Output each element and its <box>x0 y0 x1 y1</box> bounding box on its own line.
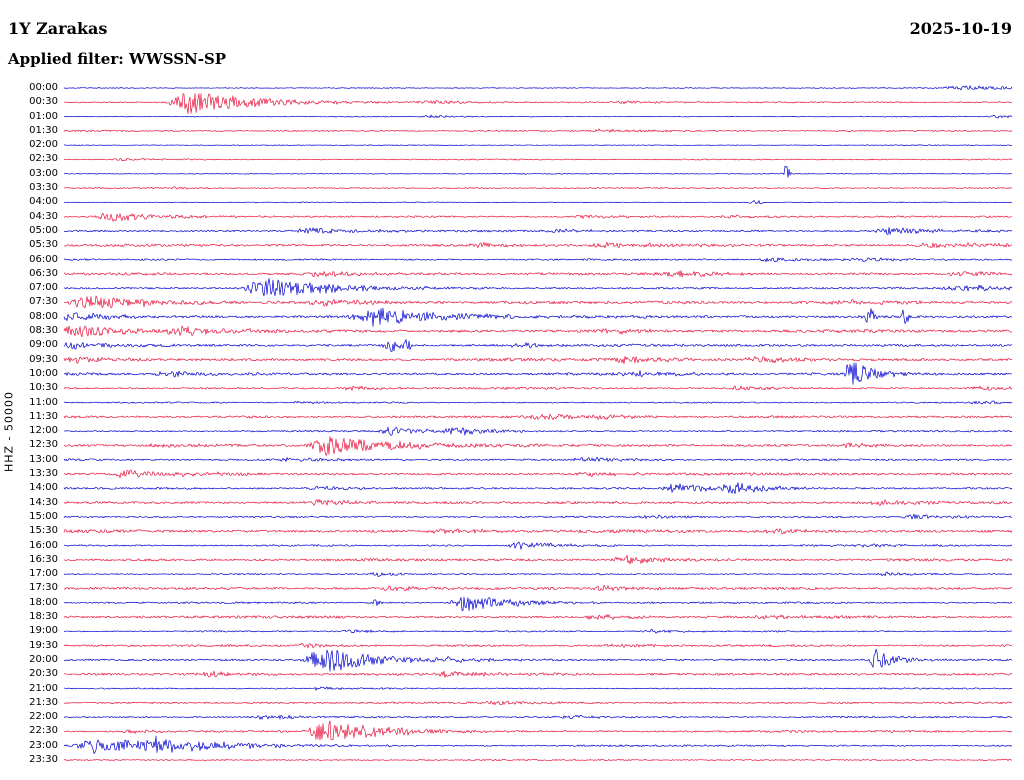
filter-label: Applied filter: WWSSN-SP <box>8 50 227 68</box>
time-label: 18:00 <box>29 596 58 608</box>
time-label: 16:30 <box>29 553 58 565</box>
time-label: 18:30 <box>29 611 58 623</box>
time-label: 02:00 <box>29 139 58 151</box>
time-label: 14:00 <box>29 482 58 494</box>
time-label: 15:30 <box>29 525 58 537</box>
time-label: 00:30 <box>29 96 58 108</box>
time-label: 20:00 <box>29 653 58 665</box>
time-label: 20:30 <box>29 668 58 680</box>
time-label: 19:30 <box>29 639 58 651</box>
time-label: 04:30 <box>29 210 58 222</box>
time-label: 23:30 <box>29 754 58 765</box>
time-label: 01:30 <box>29 124 58 136</box>
time-label: 12:30 <box>29 439 58 451</box>
time-axis: 00:00 00:30 01:00 01:30 02:00 02:30 03:00 03:30… <box>0 0 60 780</box>
time-label: 03:30 <box>29 182 58 194</box>
time-label: 02:30 <box>29 153 58 165</box>
time-label: 23:00 <box>29 739 58 751</box>
time-label: 17:00 <box>29 568 58 580</box>
time-label: 01:00 <box>29 110 58 122</box>
time-label: 21:30 <box>29 696 58 708</box>
time-label: 12:00 <box>29 425 58 437</box>
time-label: 09:30 <box>29 353 58 365</box>
time-label: 22:00 <box>29 711 58 723</box>
time-label: 17:30 <box>29 582 58 594</box>
time-label: 07:00 <box>29 282 58 294</box>
time-label: 21:00 <box>29 682 58 694</box>
date-label: 2025-10-19 <box>909 19 1012 38</box>
time-label: 10:00 <box>29 367 58 379</box>
time-label: 13:30 <box>29 468 58 480</box>
time-label: 06:00 <box>29 253 58 265</box>
time-label: 04:00 <box>29 196 58 208</box>
time-label: 06:30 <box>29 267 58 279</box>
time-label: 03:00 <box>29 167 58 179</box>
station-title: 1Y Zarakas <box>8 19 108 38</box>
time-label: 22:30 <box>29 725 58 737</box>
time-label: 11:30 <box>29 410 58 422</box>
time-label: 10:30 <box>29 382 58 394</box>
time-label: 19:00 <box>29 625 58 637</box>
time-label: 07:30 <box>29 296 58 308</box>
time-label: 09:00 <box>29 339 58 351</box>
time-label: 05:30 <box>29 239 58 251</box>
time-label: 08:30 <box>29 325 58 337</box>
time-label: 16:00 <box>29 539 58 551</box>
time-label: 11:00 <box>29 396 58 408</box>
time-label: 05:00 <box>29 224 58 236</box>
time-label: 14:30 <box>29 496 58 508</box>
time-label: 08:00 <box>29 310 58 322</box>
time-label: 00:00 <box>29 82 58 93</box>
time-label: 15:00 <box>29 510 58 522</box>
time-label: 13:00 <box>29 453 58 465</box>
